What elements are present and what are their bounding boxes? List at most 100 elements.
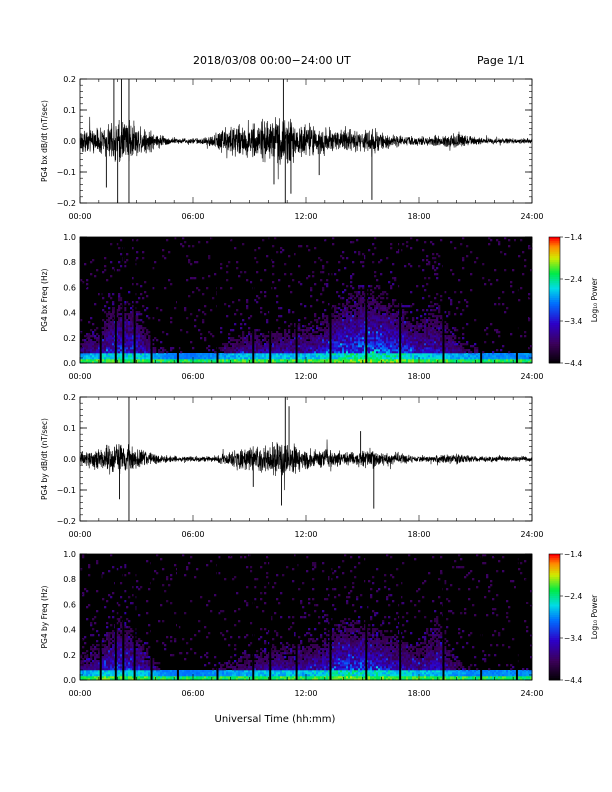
heatmap-cell [104,359,107,362]
heatmap-cell [148,347,151,350]
heatmap-cell [416,337,419,340]
heatmap-cell [328,335,331,338]
heatmap-cell [446,325,449,328]
heatmap-cell [132,648,135,651]
heatmap-cell [488,237,491,240]
heatmap-cell [390,359,393,362]
heatmap-cell [182,361,185,364]
heatmap-cell [144,337,147,340]
heatmap-cell [102,672,105,675]
heatmap-cell [138,333,141,336]
heatmap-cell [362,319,365,322]
heatmap-cell [242,355,245,358]
heatmap-cell [374,299,377,302]
heatmap-cell [346,335,349,338]
heatmap-cell [376,325,379,328]
heatmap-cell [108,594,111,597]
heatmap-cell [390,327,393,330]
heatmap-cell [432,327,435,330]
heatmap-cell [436,345,439,348]
heatmap-cell [304,305,307,308]
heatmap-cell [124,355,127,358]
heatmap-cell [108,359,111,362]
heatmap-cell [248,357,251,360]
heatmap-cell [108,339,111,342]
heatmap-cell [328,347,331,350]
heatmap-cell [354,359,357,362]
heatmap-cell [204,337,207,340]
heatmap-cell [130,329,133,332]
heatmap-cell [344,267,347,270]
heatmap-cell [312,341,315,344]
heatmap-cell [474,319,477,322]
heatmap-cell [204,339,207,342]
heatmap-cell [280,251,283,254]
heatmap-cell [346,323,349,326]
heatmap-cell [98,662,101,665]
heatmap-cell [428,359,431,362]
heatmap-cell [278,307,281,310]
heatmap-cell [110,650,113,653]
heatmap-cell [450,351,453,354]
heatmap-cell [104,678,107,681]
heatmap-cell [86,357,89,360]
heatmap-cell [416,323,419,326]
heatmap-cell [384,315,387,318]
heatmap-cell [124,658,127,661]
colorbar-segment [549,274,560,278]
heatmap-cell [370,297,373,300]
heatmap-cell [384,353,387,356]
heatmap-cell [466,361,469,364]
heatmap-cell [254,353,257,356]
heatmap-cell [306,353,309,356]
heatmap-cell [322,335,325,338]
heatmap-cell [388,303,391,306]
heatmap-cell [450,301,453,304]
heatmap-cell [432,355,435,358]
heatmap-cell [322,359,325,362]
heatmap-cell [344,353,347,356]
heatmap-cell [140,347,143,350]
heatmap-cell [154,355,157,358]
heatmap-cell [432,353,435,356]
heatmap-cell [116,311,119,314]
heatmap-cell [242,339,245,342]
heatmap-cell [354,361,357,364]
heatmap-cell [358,323,361,326]
heatmap-cell [394,333,397,336]
heatmap-cell [344,335,347,338]
heatmap-cell [106,343,109,346]
heatmap-cell [458,341,461,344]
heatmap-cell [382,357,385,360]
heatmap-cell [104,672,107,675]
heatmap-cell [440,347,443,350]
heatmap-cell [118,656,121,659]
heatmap-cell [88,347,91,350]
heatmap-cell [374,359,377,362]
heatmap-cell [308,343,311,346]
heatmap-cell [320,339,323,342]
heatmap-cell [88,337,91,340]
heatmap-cell [284,341,287,344]
heatmap-cell [436,333,439,336]
heatmap-cell [362,347,365,350]
heatmap-cell [340,323,343,326]
heatmap-cell [264,351,267,354]
heatmap-cell [332,341,335,344]
heatmap-cell [424,313,427,316]
heatmap-cell [118,305,121,308]
heatmap-cell [374,335,377,338]
ytick-label: −0.2 [57,199,76,208]
heatmap-cell [236,355,239,358]
heatmap-cell [128,313,131,316]
heatmap-cell [418,355,421,358]
heatmap-cell [108,638,111,641]
heatmap-cell [418,349,421,352]
heatmap-cell [240,349,243,352]
heatmap-cell [264,359,267,362]
heatmap-cell [96,333,99,336]
heatmap-cell [282,337,285,340]
heatmap-cell [118,329,121,332]
heatmap-cell [374,247,377,250]
